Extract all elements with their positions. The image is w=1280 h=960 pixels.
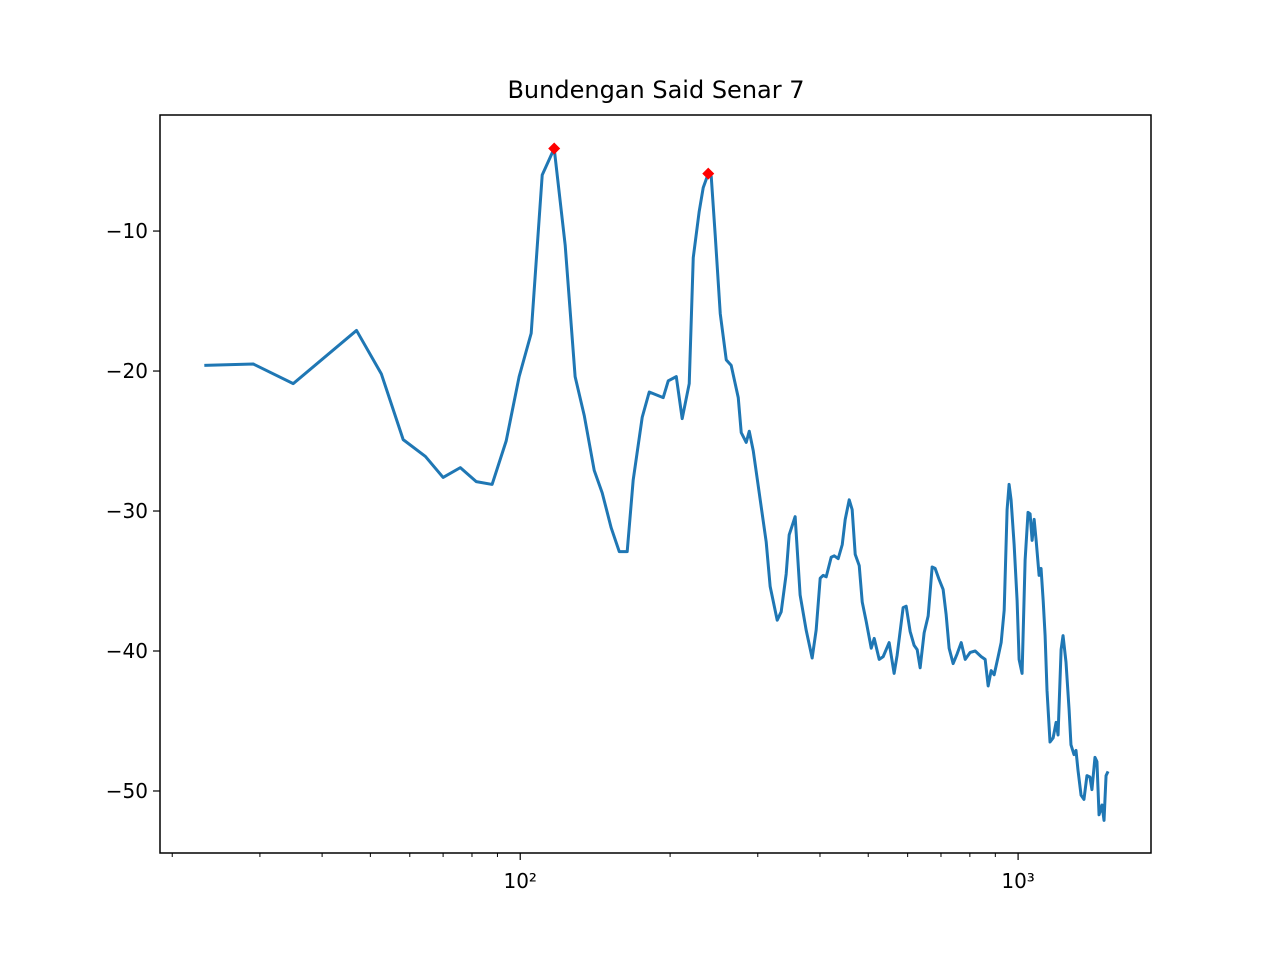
peak-marker: [548, 142, 561, 155]
plot-frame: [159, 114, 1152, 854]
x-tick-label: 10²: [503, 869, 536, 893]
y-tick-label: −50: [106, 779, 148, 803]
chart-title: Bundengan Said Senar 7: [507, 76, 804, 104]
x-tick-label: 10³: [1001, 869, 1034, 893]
peak-marker: [702, 167, 715, 180]
y-tick-label: −10: [106, 219, 148, 243]
y-tick-label: −20: [106, 359, 148, 383]
data-line: [204, 146, 1110, 822]
y-tick-label: −30: [106, 499, 148, 523]
y-tick-label: −40: [106, 639, 148, 663]
